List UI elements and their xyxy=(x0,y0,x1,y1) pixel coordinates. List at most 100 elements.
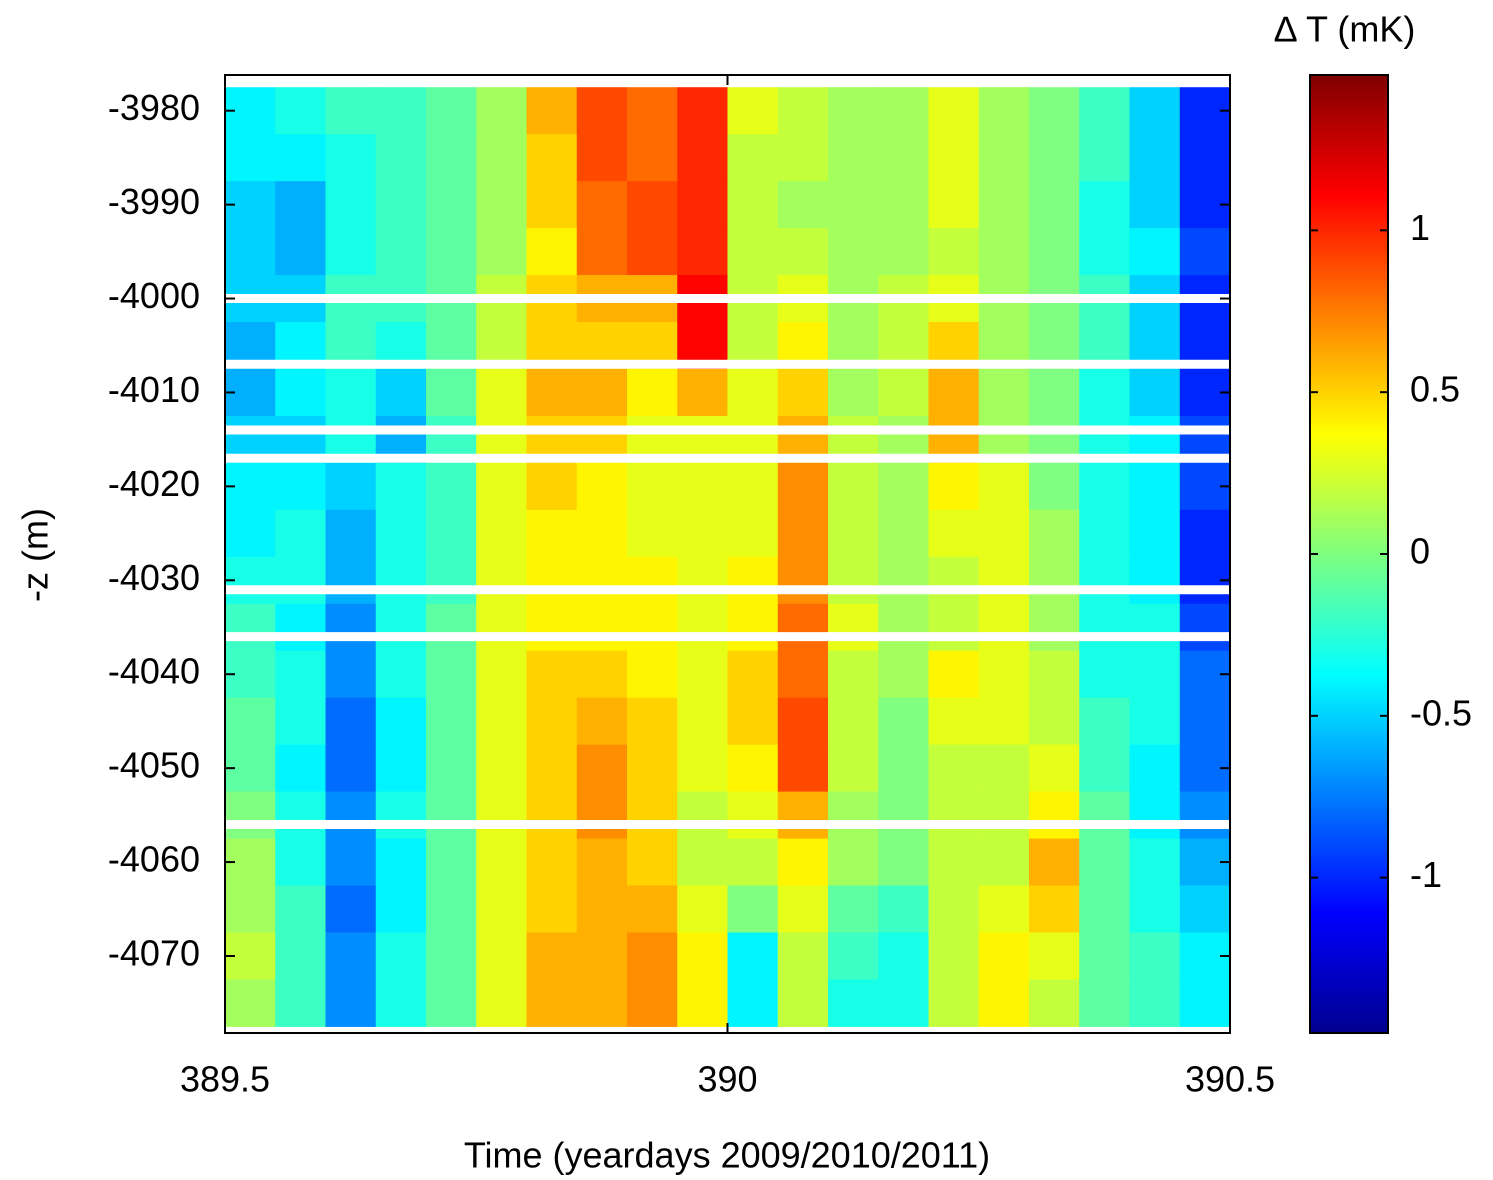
heatmap-cell xyxy=(375,838,427,887)
heatmap-cell xyxy=(275,885,326,934)
heatmap-cell xyxy=(576,791,628,840)
heatmap-cell xyxy=(476,462,527,511)
heatmap-cell xyxy=(1079,181,1130,229)
heatmap-cell xyxy=(375,134,427,182)
heatmap-cell xyxy=(828,697,879,746)
heatmap-cell xyxy=(1129,791,1181,840)
heatmap-cell xyxy=(928,932,980,980)
heatmap-cell xyxy=(978,368,1030,417)
heatmap-cell xyxy=(777,697,829,746)
heatmap-cell xyxy=(777,979,829,1027)
heatmap-cell xyxy=(375,556,427,605)
heatmap-cell xyxy=(526,885,578,934)
heatmap-cell xyxy=(426,368,477,417)
heatmap-cell xyxy=(727,650,779,699)
colorbar-label: ∆ T (mK) xyxy=(1275,9,1416,50)
heatmap-cell xyxy=(828,509,879,558)
heatmap-cell xyxy=(727,368,779,417)
heatmap-cell xyxy=(526,228,578,276)
heatmap-cell xyxy=(225,697,276,746)
colorbar-tick-label: 0.5 xyxy=(1410,369,1460,410)
heatmap-cell xyxy=(978,134,1030,182)
heatmap-cell xyxy=(928,650,980,699)
heatmap-cell xyxy=(777,228,829,276)
heatmap-cell xyxy=(325,979,377,1027)
heatmap-cell xyxy=(1079,932,1130,980)
y-tick-label: -4060 xyxy=(108,839,200,880)
heatmap-cell xyxy=(275,509,326,558)
heatmap-cell xyxy=(325,838,377,887)
heatmap-cell xyxy=(426,744,477,793)
heatmap-cell xyxy=(627,368,678,417)
heatmap-cell xyxy=(627,556,678,605)
heatmap-cell xyxy=(526,791,578,840)
heatmap-cell xyxy=(275,744,326,793)
heatmap-cell xyxy=(1029,87,1080,135)
heatmap-cell xyxy=(1029,697,1080,746)
heatmap-cell xyxy=(526,650,578,699)
heatmap-cell xyxy=(325,697,377,746)
heatmap-cell xyxy=(1129,228,1181,276)
heatmap-cell xyxy=(828,650,879,699)
heatmap-cell xyxy=(1129,368,1181,417)
heatmap-cell xyxy=(777,932,829,980)
heatmap-cell xyxy=(576,556,628,605)
heatmap-cell xyxy=(1029,228,1080,276)
colorbar xyxy=(1309,74,1389,1034)
heatmap-cell xyxy=(978,181,1030,229)
heatmap-cell xyxy=(426,791,477,840)
heatmap-cell xyxy=(727,744,779,793)
heatmap-cell xyxy=(627,791,678,840)
heatmap-cell xyxy=(275,650,326,699)
heatmap-cell xyxy=(526,838,578,887)
heatmap-cell xyxy=(476,838,527,887)
heatmap-cell xyxy=(928,462,980,511)
heatmap-cell xyxy=(325,556,377,605)
heatmap-cell xyxy=(275,87,326,135)
heatmap-cell xyxy=(1079,744,1130,793)
heatmap-cell xyxy=(1129,134,1181,182)
heatmap-cell xyxy=(878,744,929,793)
heatmap-cell xyxy=(1179,885,1230,934)
heatmap-cell xyxy=(677,556,728,605)
heatmap-cell xyxy=(978,509,1030,558)
heatmap-cell xyxy=(476,744,527,793)
heatmap-cell xyxy=(1129,181,1181,229)
heatmap-cell xyxy=(476,509,527,558)
heatmap-cell xyxy=(627,744,678,793)
heatmap-cell xyxy=(225,791,276,840)
x-tick-label: 389.5 xyxy=(180,1059,270,1100)
heatmap-cell xyxy=(627,603,678,652)
heatmap-cell xyxy=(426,181,477,229)
heatmap-cell xyxy=(325,134,377,182)
heatmap-cell xyxy=(1079,228,1130,276)
heatmap-cell xyxy=(1129,603,1181,652)
heatmap-cell xyxy=(476,603,527,652)
heatmap-cell xyxy=(828,556,879,605)
heatmap-cell xyxy=(828,462,879,511)
heatmap-cell xyxy=(627,87,678,135)
heatmap-cell xyxy=(275,791,326,840)
heatmap-cell xyxy=(727,791,779,840)
heatmap-cell xyxy=(828,744,879,793)
heatmap-cell xyxy=(1029,838,1080,887)
heatmap-cell xyxy=(727,134,779,182)
heatmap-cell xyxy=(275,697,326,746)
heatmap-cell xyxy=(828,979,879,1027)
heatmap-cell xyxy=(727,932,779,980)
heatmap-cell xyxy=(526,462,578,511)
heatmap-cell xyxy=(777,509,829,558)
heatmap-cell xyxy=(1179,697,1230,746)
heatmap-cell xyxy=(275,838,326,887)
heatmap-cell xyxy=(828,838,879,887)
heatmap-cell xyxy=(576,697,628,746)
x-tick-label: 390 xyxy=(697,1059,757,1100)
heatmap-cell xyxy=(526,932,578,980)
heatmap-cell xyxy=(1129,932,1181,980)
heatmap-cell xyxy=(375,462,427,511)
heatmap-cell xyxy=(275,368,326,417)
heatmap-cell xyxy=(1029,932,1080,980)
heatmap-cell xyxy=(426,134,477,182)
heatmap-cell xyxy=(375,603,427,652)
